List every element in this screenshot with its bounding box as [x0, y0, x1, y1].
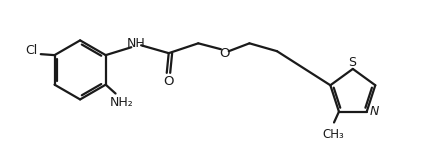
Text: O: O — [220, 47, 230, 60]
Text: CH₃: CH₃ — [322, 128, 344, 141]
Text: NH₂: NH₂ — [110, 96, 133, 109]
Text: S: S — [348, 56, 356, 69]
Text: N: N — [370, 105, 379, 118]
Text: NH: NH — [127, 37, 146, 50]
Text: Cl: Cl — [25, 44, 37, 57]
Text: O: O — [163, 75, 173, 88]
